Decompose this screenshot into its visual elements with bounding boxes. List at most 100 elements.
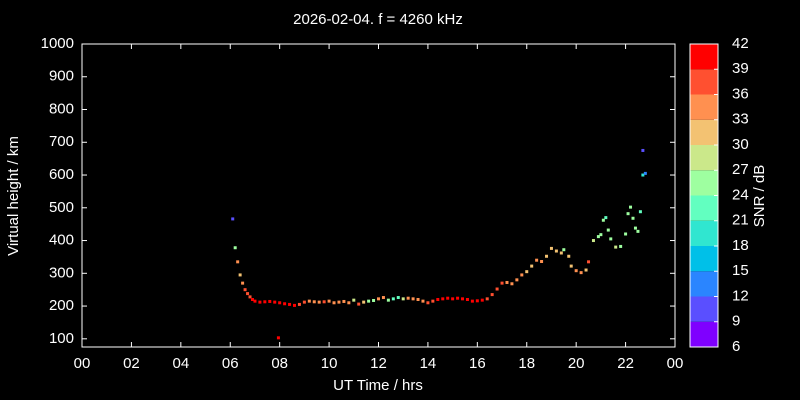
- data-point: [431, 299, 435, 303]
- data-point: [475, 299, 479, 303]
- colorbar-tick-label: 15: [732, 262, 749, 279]
- colorbar-tick-label: 27: [732, 161, 749, 178]
- data-point: [495, 287, 499, 291]
- colorbar-band: [690, 145, 718, 171]
- data-point: [372, 298, 376, 302]
- colorbar-tick-label: 30: [732, 136, 749, 153]
- data-point: [312, 300, 316, 304]
- data-point: [362, 300, 366, 304]
- data-point: [643, 171, 647, 175]
- x-tick-label: 10: [321, 355, 338, 372]
- y-tick-label: 400: [49, 232, 74, 249]
- x-tick-label: 14: [420, 355, 437, 372]
- data-point: [278, 301, 282, 305]
- data-point: [396, 296, 400, 300]
- data-point: [377, 297, 380, 301]
- x-tick-label: 22: [617, 355, 634, 372]
- data-point: [599, 233, 603, 237]
- colorbar-tick-label: 36: [732, 85, 749, 102]
- x-tick-label: 08: [271, 355, 288, 372]
- colorbar-band: [690, 321, 718, 347]
- data-point: [629, 205, 633, 209]
- data-point: [584, 268, 588, 272]
- x-tick-label: 00: [667, 355, 684, 372]
- data-point: [470, 299, 474, 303]
- data-point: [567, 254, 571, 258]
- data-point: [465, 298, 469, 302]
- data-point: [243, 288, 247, 292]
- data-point: [446, 296, 450, 300]
- data-point: [606, 228, 610, 232]
- data-point: [480, 298, 484, 302]
- data-point: [596, 235, 600, 239]
- colorbar-tick-label: 6: [732, 338, 740, 355]
- data-point: [342, 299, 346, 303]
- colorbar-tick-label: 24: [732, 186, 749, 203]
- data-point: [283, 302, 287, 306]
- data-point: [297, 302, 301, 306]
- colorbar-band: [690, 119, 718, 145]
- data-point: [258, 300, 262, 304]
- data-point: [559, 251, 563, 255]
- x-tick-label: 12: [370, 355, 387, 372]
- x-axis-label: UT Time / hrs: [333, 377, 423, 394]
- y-tick-label: 800: [49, 100, 74, 117]
- y-tick-label: 600: [49, 166, 74, 183]
- data-point: [549, 246, 553, 250]
- data-point: [587, 260, 591, 264]
- data-point: [638, 210, 642, 214]
- data-point: [636, 229, 640, 233]
- data-point: [619, 244, 623, 248]
- data-point: [327, 299, 331, 303]
- data-point: [631, 216, 635, 220]
- data-point: [525, 270, 529, 274]
- data-point: [322, 300, 326, 304]
- data-point: [406, 296, 410, 300]
- data-point: [641, 173, 645, 177]
- data-point: [485, 297, 489, 301]
- data-point: [633, 226, 637, 230]
- data-point: [248, 295, 252, 299]
- colorbar-tick-label: 21: [732, 212, 749, 229]
- data-point: [569, 264, 573, 268]
- data-point: [288, 302, 292, 306]
- colorbar-tick-label: 12: [732, 287, 749, 304]
- data-point: [381, 296, 385, 300]
- y-tick-label: 100: [49, 330, 74, 347]
- data-point: [411, 297, 415, 301]
- colorbar-band: [690, 69, 718, 95]
- y-tick-label: 900: [49, 68, 74, 85]
- data-point: [317, 300, 321, 304]
- data-point: [626, 212, 630, 216]
- data-point: [241, 281, 245, 285]
- x-tick-label: 00: [74, 355, 91, 372]
- data-point: [268, 299, 272, 303]
- x-tick-label: 06: [222, 355, 239, 372]
- data-point: [545, 254, 549, 258]
- data-point: [554, 249, 558, 253]
- data-point: [609, 237, 613, 241]
- colorbar-band: [690, 271, 718, 297]
- data-point: [238, 273, 242, 277]
- data-point: [624, 232, 628, 236]
- data-point: [456, 296, 460, 300]
- colorbar-tick-label: 39: [732, 60, 749, 77]
- data-point: [436, 298, 440, 302]
- data-point: [357, 302, 361, 306]
- data-point: [515, 278, 519, 282]
- data-point: [416, 298, 420, 302]
- chart-title: 2026-02-04. f = 4260 kHz: [293, 11, 463, 28]
- data-point: [276, 336, 280, 340]
- colorbar-band: [690, 195, 718, 221]
- y-tick-label: 700: [49, 133, 74, 150]
- data-point: [641, 148, 645, 152]
- data-point: [441, 297, 445, 301]
- colorbar-band: [690, 170, 718, 196]
- colorbar-tick-label: 18: [732, 237, 749, 254]
- data-point: [505, 280, 509, 284]
- colorbar-band: [690, 220, 718, 246]
- data-point: [246, 292, 250, 296]
- colorbar-band: [690, 94, 718, 120]
- data-point: [263, 300, 267, 304]
